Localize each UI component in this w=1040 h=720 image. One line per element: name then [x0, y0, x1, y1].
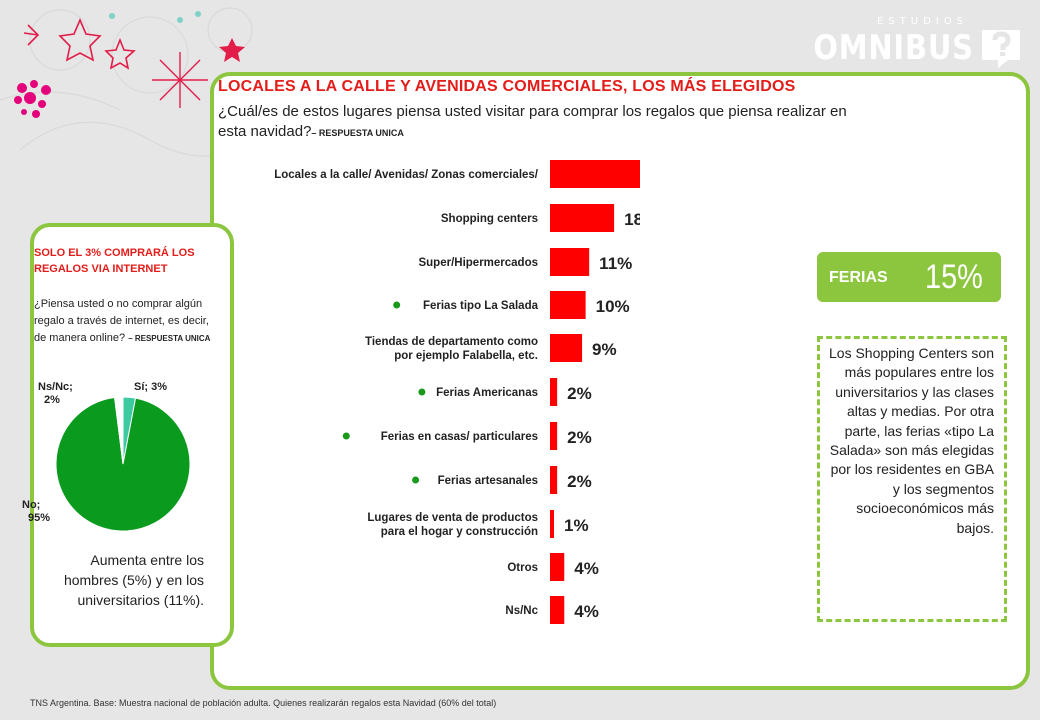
ferias-label: FERIAS — [829, 269, 888, 286]
bar — [550, 596, 565, 624]
bar — [550, 510, 554, 538]
bar-category-label-line: por ejemplo Falabella, etc. — [394, 350, 538, 362]
feria-bullet — [342, 432, 350, 440]
internet-pie-chart: No; 95% Sí; 3% Ns/Nc; 2% — [22, 381, 191, 532]
bar-category-label-line: Ns/Nc — [505, 605, 538, 617]
bar-category-label-line: Lugares de venta de productos — [367, 512, 538, 524]
pie-slice-label-line: 95% — [28, 512, 50, 524]
survey-question: ¿Cuál/es de estos lugares piensa usted v… — [218, 102, 848, 143]
pie-slice-label-line: Ns/Nc; — [38, 381, 73, 393]
feria-bullet — [418, 388, 426, 396]
internet-footer: Aumenta entre los hombres (5%) y en los … — [63, 552, 204, 608]
bar-value-label: 1% — [564, 516, 589, 535]
bar — [550, 378, 558, 406]
bar — [550, 466, 558, 494]
bar — [550, 160, 640, 188]
bar — [550, 248, 590, 276]
logo-name: OMNIBUS — [813, 28, 974, 68]
bar-category-label: Ferias Americanas — [436, 387, 538, 399]
bar-value-label: 2% — [567, 472, 592, 491]
bar-category-label: Ferias artesanales — [438, 475, 538, 487]
bar — [550, 422, 558, 450]
bar-category-label-line: para el hogar y construcción — [381, 526, 538, 538]
pie-slice-label: No; 95% — [22, 499, 50, 524]
bar-value-label: 4% — [574, 602, 599, 621]
bar-category-label: Super/Hipermercados — [418, 257, 538, 269]
bar-category-label-line: Ferias Americanas — [436, 387, 538, 399]
places-bar-chart: Locales a la calle/ Avenidas/ Zonas come… — [274, 160, 640, 624]
pie-slice-label-line: No; — [22, 499, 40, 511]
bar — [550, 291, 586, 319]
source-footer: TNS Argentina. Base: Muestra nacional de… — [30, 698, 497, 708]
pie-slice — [114, 396, 124, 465]
pie-slice-label: Ns/Nc; 2% — [38, 381, 73, 406]
internet-title: SOLO EL 3% COMPRARÁ LOS REGALOS VIA INTE… — [34, 247, 195, 275]
bar-category-label: Lugares de venta de productos para el hog… — [367, 512, 538, 538]
bar-value-label: 10% — [596, 297, 630, 316]
bar — [550, 204, 615, 232]
page-title: LOCALES A LA CALLE Y AVENIDAS COMERCIALE… — [218, 78, 796, 95]
bar-category-label-line: Shopping centers — [441, 213, 538, 225]
bar-value-label: 9% — [592, 340, 617, 359]
bar-category-label: Ferias tipo La Salada — [423, 300, 539, 312]
bar-category-label: Locales a la calle/ Avenidas/ Zonas come… — [274, 169, 539, 181]
bar-category-label: Tiendas de departamento como por ejemplo … — [365, 336, 538, 362]
internet-question: ¿Piensa usted o no comprar algún regalo … — [34, 296, 214, 347]
bar — [550, 553, 565, 581]
bar-value-label: 2% — [567, 428, 592, 447]
insight-box — [817, 336, 1007, 622]
insight-text: Los Shopping Centers son más populares e… — [829, 345, 994, 536]
question-note: – RESPUESTA UNICA — [311, 128, 404, 138]
bar-value-label: 18% — [624, 210, 640, 229]
bar-category-label-line: Ferias en casas/ particulares — [381, 431, 538, 443]
ferias-highlight-box — [817, 252, 1001, 302]
pie-slice-label: Sí; 3% — [134, 381, 167, 393]
bar-value-label: 2% — [567, 384, 592, 403]
internet-question-note: – RESPUESTA UNICA — [128, 334, 211, 343]
pie-slice — [55, 396, 191, 532]
bar-value-label: 11% — [599, 254, 632, 273]
bar-category-label: Ns/Nc — [505, 605, 538, 617]
bar-category-label-line: Super/Hipermercados — [418, 257, 538, 269]
pie-slice-label-line: 2% — [44, 394, 60, 406]
bar-category-label-line: Tiendas de departamento como — [365, 336, 538, 348]
bar-category-label-line: Locales a la calle/ Avenidas/ Zonas come… — [274, 169, 539, 181]
omnibus-logo: ESTUDIOS OMNIBUS — [813, 14, 1026, 70]
internet-question-text: ¿Piensa usted o no comprar algún regalo … — [34, 298, 209, 344]
bar — [550, 334, 583, 362]
bar-category-label: Ferias en casas/ particulares — [381, 431, 538, 443]
question-mark-icon — [982, 30, 1020, 68]
question-text: ¿Cuál/es de estos lugares piensa usted v… — [218, 103, 847, 140]
logo-subtitle: ESTUDIOS — [877, 16, 968, 27]
bar-category-label-line: Otros — [507, 562, 538, 574]
bar-category-label-line: Ferias tipo La Salada — [423, 300, 539, 312]
feria-bullet — [393, 301, 401, 309]
bar-category-label: Otros — [507, 562, 538, 574]
ferias-value: 15% — [925, 258, 983, 296]
feria-bullet — [412, 476, 420, 484]
christmas-decoration — [0, 7, 281, 157]
bar-value-label: 4% — [574, 559, 599, 578]
bar-category-label-line: Ferias artesanales — [438, 475, 538, 487]
pie-slice-label-line: Sí; 3% — [134, 381, 167, 393]
bar-category-label: Shopping centers — [441, 213, 538, 225]
